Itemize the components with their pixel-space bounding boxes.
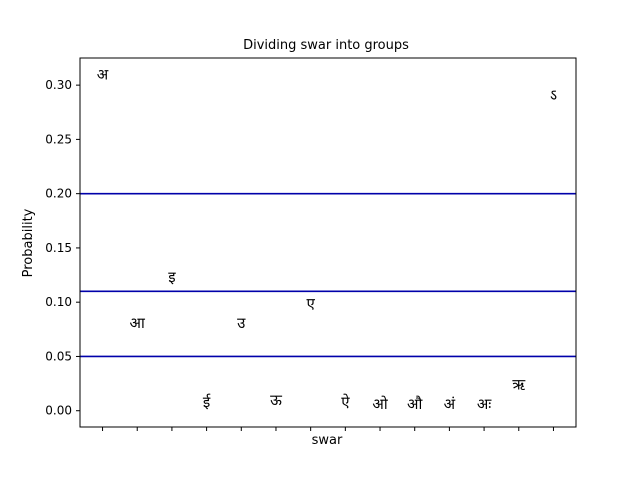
y-tick-label: 0.30 — [45, 78, 72, 92]
chart-title: Dividing swar into groups — [243, 38, 409, 53]
data-point-label: ऊ — [270, 391, 282, 409]
y-tick-label: 0.25 — [45, 132, 72, 146]
data-point-label: इ — [168, 268, 176, 286]
y-tick-label: 0.05 — [45, 349, 72, 363]
data-point-label: अ — [97, 65, 109, 83]
plot-area: अ आ इ ई उ ऊ ए ऐ ओ औ अं अः ऋ ऽ — [79, 57, 577, 428]
y-tick-label: 0.10 — [45, 295, 72, 309]
data-point-label: आ — [130, 314, 146, 332]
data-point-label: ई — [203, 393, 211, 411]
x-axis-label: swar — [312, 433, 343, 448]
x-axis — [102, 427, 554, 431]
data-point-label: ऐ — [341, 393, 350, 411]
y-tick-label: 0.20 — [45, 187, 72, 201]
y-axis-label: Probability — [21, 208, 36, 277]
data-point-label: ऽ — [550, 86, 557, 104]
data-point-label: ए — [307, 294, 316, 312]
data-point-label: उ — [237, 314, 246, 332]
y-tick-label: 0.00 — [45, 404, 72, 418]
data-point-label: ऋ — [512, 376, 525, 394]
data-point-label: अः — [477, 395, 492, 413]
data-point-label: औ — [407, 395, 423, 413]
data-point-label: अं — [444, 395, 456, 413]
data-point-label: ओ — [372, 395, 388, 413]
y-axis: 0.00 0.05 0.10 0.15 0.20 0.25 0.30 — [45, 78, 80, 418]
y-tick-label: 0.15 — [45, 241, 72, 255]
axes-frame — [79, 57, 577, 428]
